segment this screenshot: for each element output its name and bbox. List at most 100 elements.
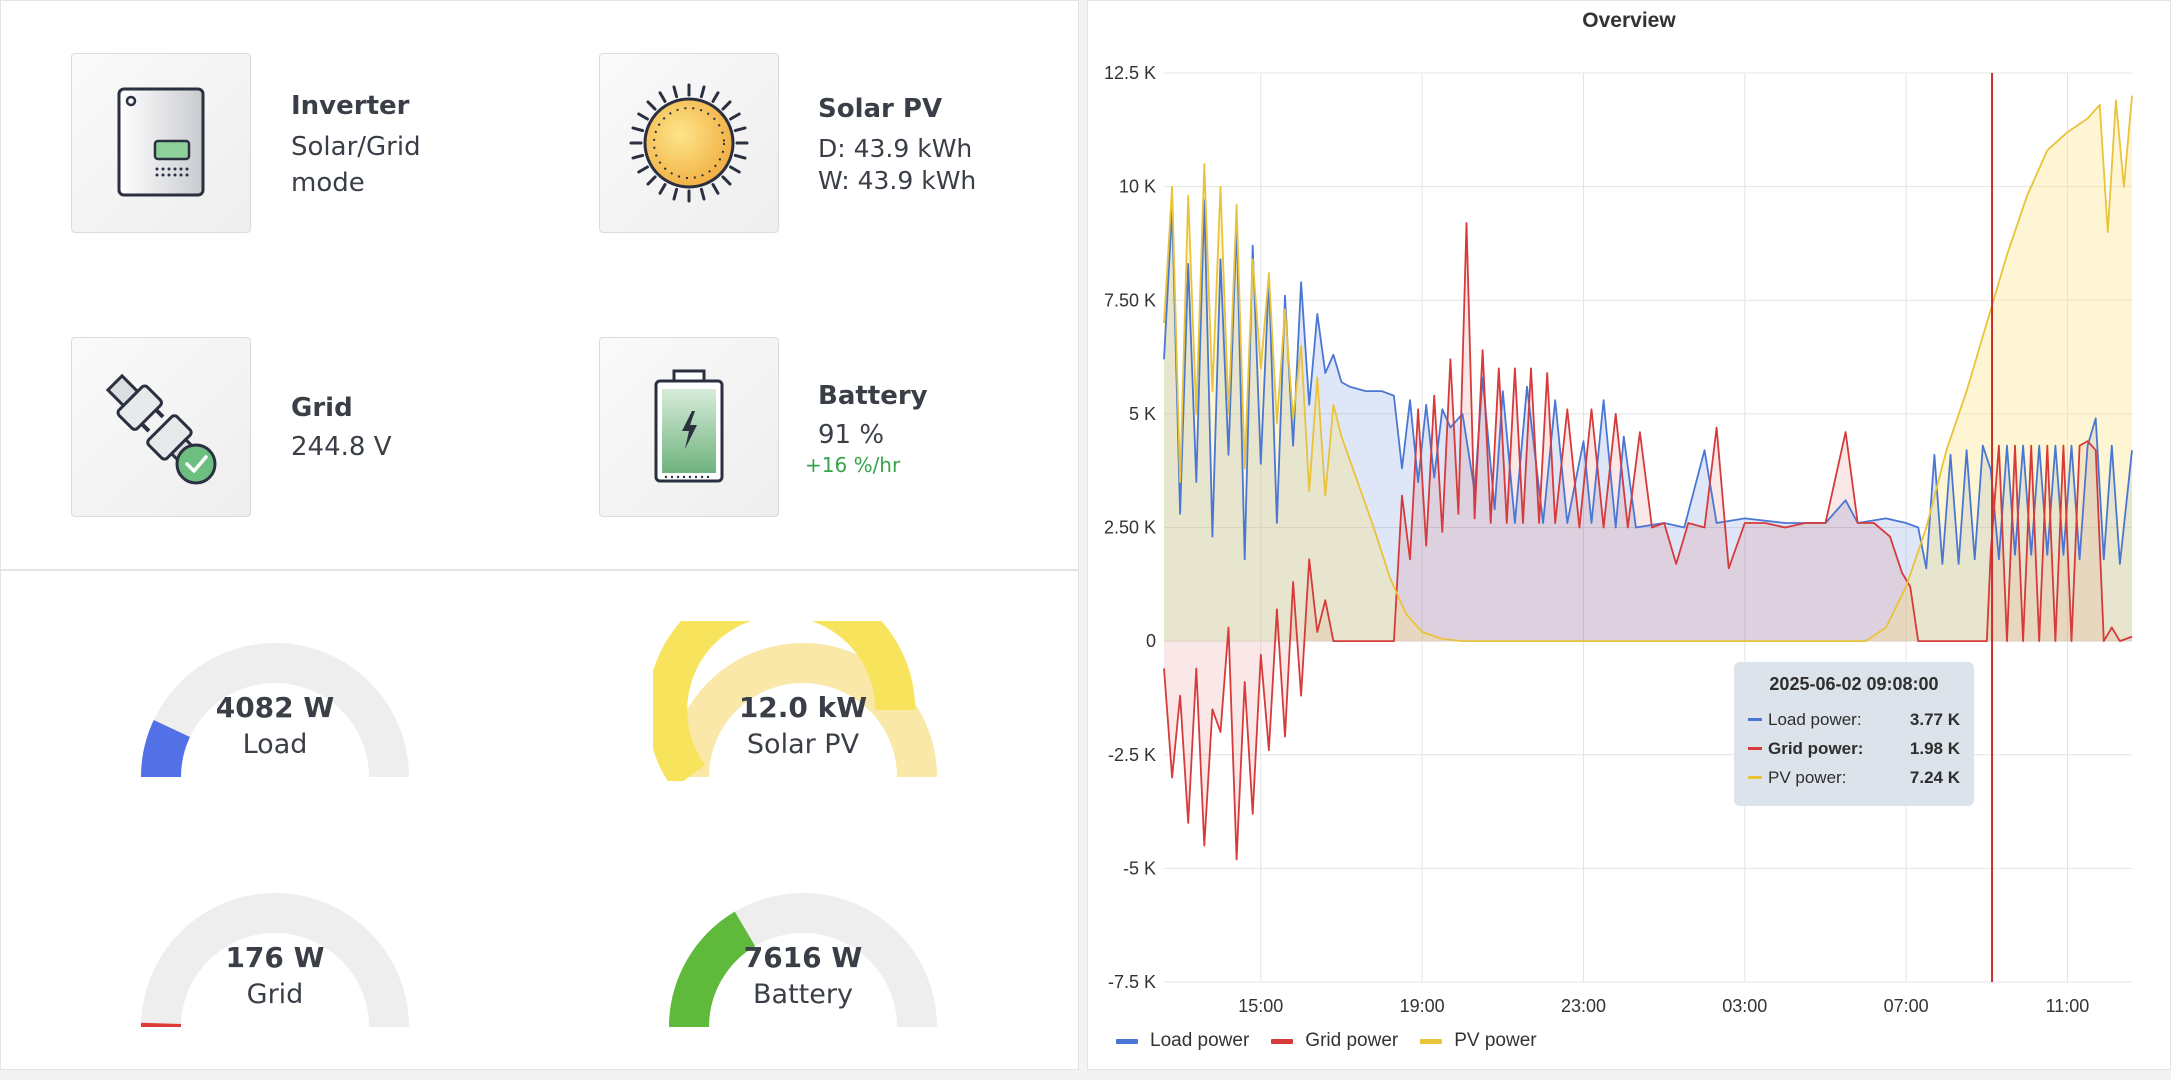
grid-voltage: 244.8 V [291, 432, 392, 462]
y-tick-label: 0 [1146, 631, 1156, 651]
tooltip-grid-name: Grid power: [1768, 738, 1864, 758]
load-swatch-icon [1748, 718, 1762, 721]
y-tick-label: -5 K [1123, 858, 1156, 878]
legend-item-grid[interactable]: Grid power [1271, 1030, 1398, 1052]
grid-gauge-arc [141, 893, 409, 1028]
tooltip-time: 2025-06-02 09:08:00 [1769, 674, 1939, 694]
load-gauge-track [141, 643, 409, 778]
load-gauge-fill [141, 719, 191, 778]
battery-gauge-value: 7616 W [743, 941, 863, 974]
inverter-mode-line2: mode [291, 168, 365, 198]
x-tick-label: 11:00 [2046, 996, 2090, 1016]
sun-ray [729, 112, 741, 121]
battery-title: Battery [818, 381, 928, 411]
battery-gauge-label: Battery [753, 979, 853, 1010]
tooltip-pv-name: PV power: [1768, 767, 1847, 787]
tooltip-row-load: Load power: 3.77 K [1748, 705, 1960, 734]
solar-title: Solar PV [818, 94, 943, 124]
y-tick-label: 10 K [1119, 177, 1156, 197]
legend-pv-label: PV power [1454, 1030, 1537, 1051]
sun-ray [711, 183, 720, 195]
battery-soc: 91 % [818, 420, 885, 450]
legend-item-pv[interactable]: PV power [1420, 1030, 1537, 1052]
x-tick-label: 23:00 [1561, 996, 1606, 1016]
solar-daily-energy: D: 43.9 kWh [818, 134, 973, 163]
sun-ray [721, 175, 732, 186]
y-tick-label: 7.50 K [1104, 290, 1156, 310]
sun-ray [721, 100, 732, 111]
grid-gauge [125, 871, 425, 1031]
chart-title: Overview [1582, 9, 1676, 32]
sun-ray [733, 126, 747, 133]
grid-swatch-icon [1748, 747, 1762, 750]
grid-gauge-label: Grid [246, 979, 304, 1010]
plug-icon [105, 373, 217, 485]
series-line-grid-power [1163, 222, 2133, 861]
legend-load-swatch-icon [1116, 1038, 1138, 1044]
battery-gauge-fill [669, 911, 756, 1028]
legend-pv-swatch-icon [1420, 1038, 1443, 1044]
tooltip-row-pv: PV power: 7.24 K [1748, 763, 1960, 792]
solar-gauge-label: Solar PV [746, 729, 860, 760]
tooltip-row-grid: Grid power: 1.98 K [1748, 734, 1960, 763]
pv-swatch-icon [1748, 776, 1762, 779]
sun-ray [658, 183, 667, 195]
sun-ray [637, 165, 649, 174]
solar-tile[interactable] [599, 53, 779, 233]
grid-gauge-value: 176 W [225, 941, 325, 974]
sun-ray [646, 100, 657, 111]
battery-gauge [653, 871, 953, 1031]
series-area-grid-power [1164, 223, 2132, 860]
chart-legend: Load power Grid power PV power [1116, 1030, 1537, 1052]
solar-gauge-value: 12.0 kW [738, 691, 868, 724]
x-tick-label: 03:00 [1722, 996, 1767, 1016]
load-gauge-value: 4082 W [215, 691, 335, 724]
sun-ray [637, 112, 649, 121]
tooltip-load-value: 3.77 K [1909, 709, 1960, 729]
overview-chart[interactable]: 12.5 K 10 K 7.50 K 5 K 2.50 K 0 -2.5 K -5 K -7.5… [1088, 1, 2171, 1071]
sun-ray [729, 165, 741, 174]
grid-gauge-track [141, 893, 409, 1028]
grid-tile[interactable] [71, 337, 251, 517]
solar-weekly-energy: W: 43.9 kWh [818, 166, 977, 195]
sun-ray [631, 126, 645, 133]
tooltip-load-name: Load power: [1768, 709, 1862, 729]
sun-ray [672, 85, 679, 99]
status-panel: Inverter Solar/Grid mode Solar PV D: 43.… [0, 0, 1079, 570]
load-gauge [125, 621, 425, 781]
y-tick-label: -7.5 K [1108, 972, 1156, 992]
y-tick-label: -2.5 K [1108, 745, 1156, 765]
sun-ray [699, 85, 706, 99]
sun-ray [699, 187, 706, 201]
sun-ray [646, 175, 657, 186]
legend-grid-label: Grid power [1305, 1030, 1399, 1051]
series-area-pv-power [1164, 95, 2132, 642]
battery-gauge-arc [669, 893, 937, 1028]
load-gauge-label: Load [242, 729, 308, 760]
tooltip-grid-value: 1.98 K [1909, 738, 1960, 758]
legend-item-load[interactable]: Load power [1116, 1030, 1249, 1052]
inverter-title: Inverter [291, 91, 410, 121]
tooltip-pv-value: 7.24 K [1909, 767, 1960, 787]
gauges-panel: 4082 W Load 12.0 kW Solar PV 176 W Grid … [0, 570, 1079, 1070]
overview-chart-panel: 12.5 K 10 K 7.50 K 5 K 2.50 K 0 -2.5 K -5 K -7.5… [1087, 0, 2171, 1070]
inverter-tile[interactable] [71, 53, 251, 233]
solar-gauge-track [669, 643, 937, 778]
battery-icon [654, 369, 724, 483]
legend-load-label: Load power [1150, 1030, 1250, 1051]
x-tick-label: 15:00 [1238, 996, 1283, 1016]
battery-tile[interactable] [599, 337, 779, 517]
sun-ray [672, 187, 679, 201]
sun-ray [658, 91, 667, 103]
legend-grid-swatch-icon [1271, 1038, 1294, 1044]
sun-ray [711, 91, 720, 103]
y-tick-label: 5 K [1129, 404, 1156, 424]
inverter-mode-line1: Solar/Grid [291, 132, 421, 162]
sun-icon [629, 83, 749, 203]
inverter-icon [117, 87, 205, 197]
battery-rate: +16 %/hr [805, 453, 901, 477]
sun-ray [733, 153, 747, 160]
y-tick-label: 2.50 K [1104, 518, 1156, 538]
chart-tooltip: 2025-06-02 09:08:00 Load power: 3.77 K G… [1734, 662, 1974, 806]
grid-title: Grid [291, 393, 353, 423]
